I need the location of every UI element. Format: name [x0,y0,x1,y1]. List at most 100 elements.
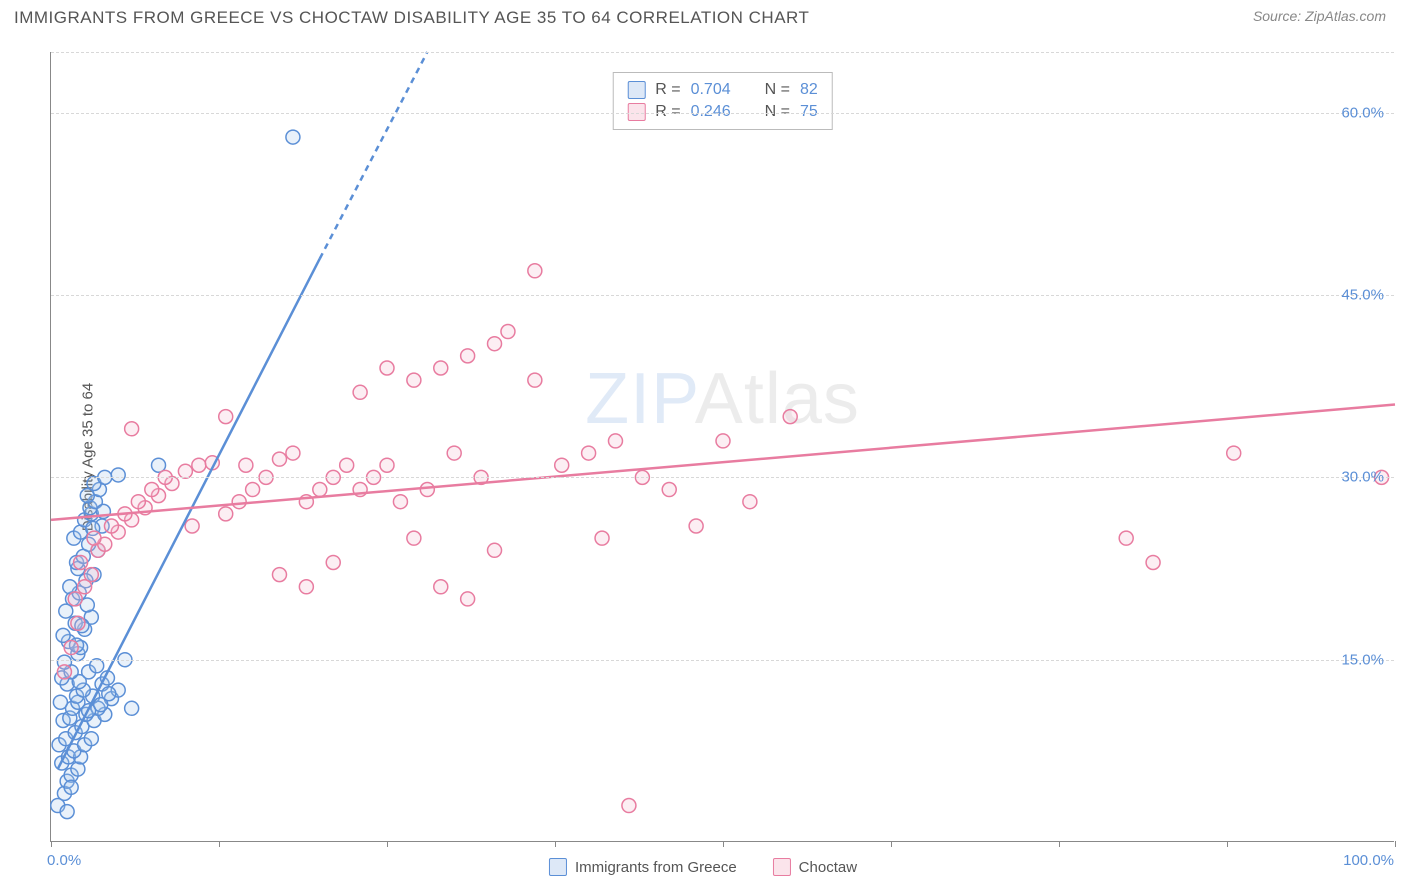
data-point [53,695,67,709]
x-tick [219,841,220,847]
data-point [272,568,286,582]
legend-swatch [627,81,645,99]
data-point [1119,531,1133,545]
data-point [185,519,199,533]
correlation-legend-box: R = 0.704N = 82R = 0.246N = 75 [612,72,833,130]
data-point [90,659,104,673]
data-point [595,531,609,545]
x-tick [555,841,556,847]
x-tick [1395,841,1396,847]
data-point [219,410,233,424]
data-point [74,555,88,569]
grid-line [51,113,1394,114]
data-point [501,325,515,339]
data-point [57,665,71,679]
data-point [353,385,367,399]
grid-line [51,295,1394,296]
data-point [420,483,434,497]
data-point [407,373,421,387]
legend-r-label: R = [655,81,680,99]
data-point [272,452,286,466]
data-point [219,507,233,521]
x-axis-min-label: 0.0% [47,852,81,869]
legend-n-label: N = [765,81,790,99]
x-tick [1227,841,1228,847]
data-point [125,701,139,715]
data-point [60,805,74,819]
correlation-legend-row: R = 0.704 N = 82 [627,79,818,101]
legend-n-value: 82 [800,81,818,99]
grid-line [51,660,1394,661]
data-point [783,410,797,424]
data-point [84,732,98,746]
legend-label: Immigrants from Greece [575,859,737,876]
data-point [56,628,70,642]
data-point [528,373,542,387]
x-tick [891,841,892,847]
data-point [84,568,98,582]
data-point [326,555,340,569]
source-attribution: Source: ZipAtlas.com [1253,8,1386,24]
data-point [743,495,757,509]
data-point [286,446,300,460]
data-point [434,361,448,375]
data-point [582,446,596,460]
x-axis-max-label: 100.0% [1343,852,1394,869]
data-point [447,446,461,460]
data-point [488,543,502,557]
data-point [689,519,703,533]
data-point [299,580,313,594]
data-point [71,616,85,630]
data-point [104,519,118,533]
data-point [313,483,327,497]
data-point [102,687,116,701]
legend-item: Immigrants from Greece [549,858,737,876]
data-point [111,468,125,482]
data-point [622,799,636,813]
grid-line [51,52,1394,53]
data-point [488,337,502,351]
plot-area: ZIPAtlas R = 0.704N = 82R = 0.246N = 75 … [50,52,1394,842]
legend-swatch [773,858,791,876]
data-point [407,531,421,545]
data-point [380,361,394,375]
legend-label: Choctaw [799,859,857,876]
data-point [340,458,354,472]
trend-line-dashed [320,52,428,259]
data-point [608,434,622,448]
data-point [393,495,407,509]
x-tick [51,841,52,847]
series-legend: Immigrants from Greece Choctaw [549,858,857,876]
data-point [1227,446,1241,460]
legend-r-value: 0.704 [691,81,731,99]
data-point [192,458,206,472]
data-point [131,495,145,509]
data-point [239,458,253,472]
data-point [434,580,448,594]
data-point [380,458,394,472]
chart-header: IMMIGRANTS FROM GREECE VS CHOCTAW DISABI… [0,0,1406,32]
y-tick-label: 30.0% [1341,469,1384,486]
data-point [461,592,475,606]
data-point [64,641,78,655]
data-point [125,422,139,436]
data-point [716,434,730,448]
grid-line [51,477,1394,478]
chart-container: Disability Age 35 to 64 ZIPAtlas R = 0.7… [0,32,1406,882]
scatter-svg [51,52,1394,841]
data-point [68,592,82,606]
data-point [528,264,542,278]
y-tick-label: 15.0% [1341,651,1384,668]
data-point [232,495,246,509]
chart-title: IMMIGRANTS FROM GREECE VS CHOCTAW DISABI… [14,8,809,28]
x-tick [1059,841,1060,847]
y-tick-label: 60.0% [1341,104,1384,121]
data-point [555,458,569,472]
data-point [145,483,159,497]
x-tick [723,841,724,847]
data-point [662,483,676,497]
data-point [1146,555,1160,569]
x-tick [387,841,388,847]
y-tick-label: 45.0% [1341,287,1384,304]
data-point [178,464,192,478]
